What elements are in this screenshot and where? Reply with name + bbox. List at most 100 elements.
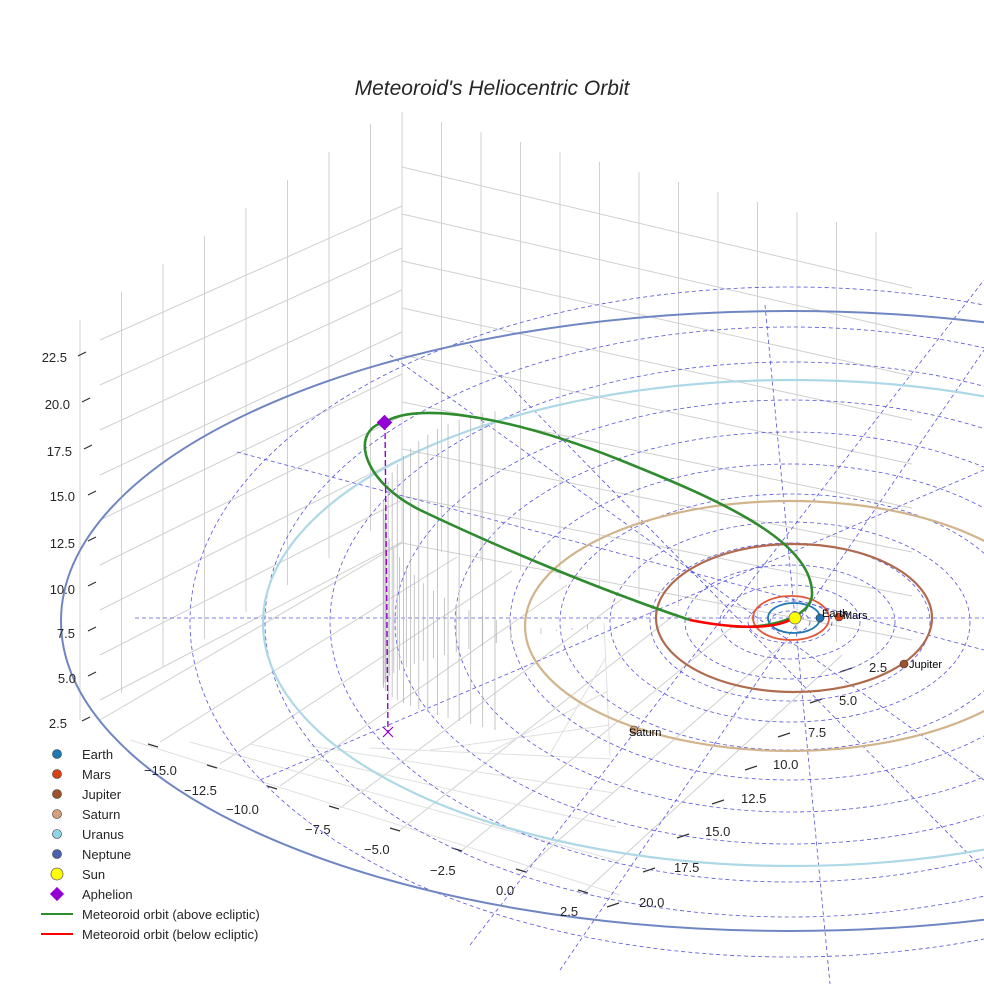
legend-label-orbit-above: Meteoroid orbit (above ecliptic) bbox=[82, 907, 260, 922]
grid-line bbox=[99, 457, 403, 611]
legend-label-uranus: Uranus bbox=[82, 827, 124, 842]
y-tick-mark bbox=[809, 698, 823, 704]
legend-label-aphelion: Aphelion bbox=[82, 887, 133, 902]
mars-label: Mars bbox=[843, 610, 868, 622]
z-tick-mark bbox=[87, 671, 97, 677]
legend-label-mars: Mars bbox=[82, 767, 111, 782]
z-tick-mark bbox=[87, 490, 97, 496]
mars-orbit bbox=[752, 595, 830, 641]
x-tick-label: −12.5 bbox=[184, 783, 217, 798]
ecliptic-spoke bbox=[259, 469, 984, 781]
ecliptic-spoke bbox=[469, 344, 984, 871]
y-tick-mark bbox=[777, 732, 791, 738]
ecliptic-ring bbox=[329, 361, 984, 883]
y-tick-mark bbox=[642, 867, 656, 873]
ecliptic-ring bbox=[509, 463, 984, 781]
z-tick-label: 10.0 bbox=[50, 582, 75, 597]
z-tick-mark bbox=[77, 351, 87, 357]
x-tick-label: −15.0 bbox=[144, 763, 177, 778]
uranus-orbit bbox=[262, 378, 984, 868]
grid-line bbox=[401, 166, 913, 289]
legend-marker-saturn bbox=[52, 809, 62, 819]
legend-marker-mars bbox=[52, 769, 62, 779]
grid-line bbox=[579, 654, 843, 897]
ecliptic-ring bbox=[684, 564, 896, 680]
y-tick-label: 12.5 bbox=[741, 791, 766, 806]
saturn-label: Saturn bbox=[629, 727, 661, 739]
grid-line bbox=[401, 354, 913, 465]
y-tick-label: 10.0 bbox=[773, 757, 798, 772]
z-tick-mark bbox=[87, 581, 97, 587]
grid-line bbox=[549, 656, 607, 755]
legend-marker-earth bbox=[52, 749, 62, 759]
grid-line bbox=[99, 499, 403, 656]
orbit-drop-lines bbox=[382, 411, 588, 730]
grid-line bbox=[399, 612, 678, 831]
jupiter-label: Jupiter bbox=[909, 659, 942, 671]
legend-label-jupiter: Jupiter bbox=[82, 787, 122, 802]
ecliptic-ring bbox=[189, 286, 984, 958]
grid-line bbox=[401, 495, 913, 597]
z-axis-ticks: 2.5 5.0 7.5 10.0 12.5 15.0 17.5 20.0 22.… bbox=[42, 350, 76, 731]
z-tick-label: 7.5 bbox=[57, 626, 75, 641]
legend: Earth Mars Jupiter Saturn Uranus Neptune… bbox=[41, 747, 260, 942]
jupiter-orbit bbox=[654, 542, 934, 694]
x-tick-label: −10.0 bbox=[226, 802, 259, 817]
grid-line bbox=[99, 331, 403, 476]
grid-line bbox=[99, 415, 403, 566]
grid-line bbox=[99, 205, 403, 341]
y-axis-ticks: 2.5 5.0 7.5 10.0 12.5 15.0 17.5 20.0 bbox=[639, 660, 887, 910]
legend-label-sun: Sun bbox=[82, 867, 105, 882]
y-tick-label: 7.5 bbox=[808, 725, 826, 740]
grid-line bbox=[219, 570, 513, 765]
z-tick-label: 22.5 bbox=[42, 350, 67, 365]
z-tick-mark bbox=[81, 397, 91, 403]
x-tick-mark bbox=[515, 868, 527, 873]
x-tick-mark bbox=[389, 827, 401, 832]
orbit-above-ecliptic bbox=[363, 420, 691, 622]
grid-line bbox=[309, 745, 615, 794]
orbit-above-ecliptic bbox=[384, 411, 814, 629]
grid-line bbox=[99, 542, 403, 721]
legend-marker-sun bbox=[50, 867, 64, 881]
legend-marker-uranus bbox=[52, 829, 62, 839]
x-tick-mark bbox=[577, 889, 589, 894]
y-tick-label: 5.0 bbox=[839, 693, 857, 708]
grid-line bbox=[99, 247, 403, 386]
neptune-orbit bbox=[60, 310, 984, 932]
y-tick-label: 15.0 bbox=[705, 824, 730, 839]
x-tick-mark bbox=[328, 805, 340, 810]
x-tick-label: −7.5 bbox=[305, 822, 331, 837]
chart-title: Meteoroid's Heliocentric Orbit bbox=[355, 77, 631, 100]
z-tick-mark bbox=[81, 716, 91, 722]
ecliptic-ring bbox=[559, 493, 984, 751]
ecliptic-spoke bbox=[764, 304, 831, 984]
x-tick-label: −5.0 bbox=[364, 842, 390, 857]
legend-label-saturn: Saturn bbox=[82, 807, 120, 822]
orbit-below-ecliptic bbox=[689, 618, 791, 629]
grid-line bbox=[99, 373, 403, 521]
grid-line bbox=[401, 307, 913, 421]
y-tick-mark bbox=[606, 902, 620, 908]
x-tick-mark bbox=[206, 764, 218, 769]
grid-line bbox=[159, 556, 458, 743]
ecliptic-spoke bbox=[236, 451, 984, 651]
grid-line bbox=[189, 741, 619, 862]
y-tick-label: 17.5 bbox=[674, 860, 699, 875]
legend-label-orbit-below: Meteoroid orbit (below ecliptic) bbox=[82, 927, 258, 942]
y-tick-mark bbox=[676, 833, 690, 839]
aphelion-marker bbox=[376, 414, 393, 431]
grid-line bbox=[99, 541, 403, 701]
z-tick-label: 17.5 bbox=[47, 444, 72, 459]
ecliptic-ring bbox=[609, 521, 971, 723]
x-tick-mark bbox=[266, 785, 278, 790]
saturn-marker bbox=[629, 725, 639, 735]
y-tick-label: 20.0 bbox=[639, 895, 664, 910]
z-tick-label: 12.5 bbox=[50, 536, 75, 551]
z-tick-label: 15.0 bbox=[50, 489, 75, 504]
x-axis-ticks: −15.0 −12.5 −10.0 −7.5 −5.0 −2.5 0.0 2.5 bbox=[144, 763, 578, 919]
ecliptic-spoke bbox=[559, 349, 984, 971]
grid-line bbox=[129, 739, 621, 896]
z-tick-mark bbox=[83, 444, 93, 450]
